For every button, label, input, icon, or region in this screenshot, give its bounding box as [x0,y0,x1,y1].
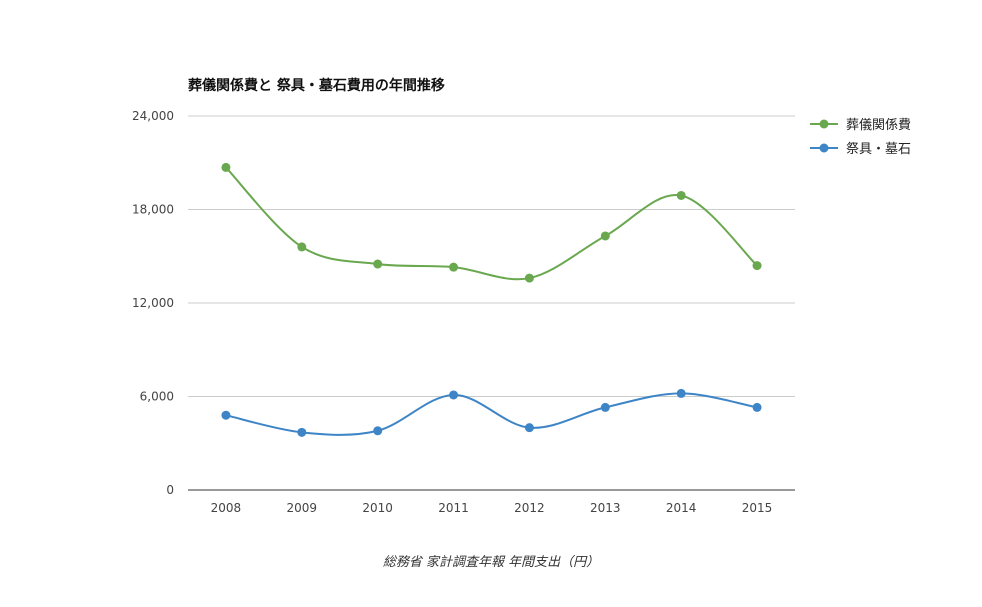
legend-label: 祭具・墓石 [846,142,911,157]
data-point [752,402,762,412]
data-point [297,242,307,252]
data-point [373,426,383,436]
y-tick-label: 18,000 [132,203,174,217]
gridlines [188,115,795,491]
series-group [221,162,762,437]
series-line-2 [225,392,758,436]
data-point [449,262,459,272]
data-point [600,231,610,241]
chart-footer: 総務省 家計調査年報 年間支出（円） [383,554,599,570]
data-point [524,423,534,433]
legend-marker [819,143,829,153]
y-axis: 0 6,000 12,000 18,000 24,000 [132,109,174,497]
legend-label: 葬儀関係費 [846,118,911,133]
y-tick-label: 0 [166,483,174,497]
x-axis: 2008 2009 2010 2011 2012 2013 2014 2015 [211,501,773,515]
x-tick-label: 2008 [211,501,242,515]
data-point [221,410,231,420]
y-tick-label: 24,000 [132,109,174,123]
x-tick-label: 2014 [666,501,697,515]
x-tick-label: 2015 [742,501,773,515]
data-point [297,427,307,437]
data-point [373,259,383,269]
x-tick-label: 2010 [362,501,393,515]
x-tick-label: 2009 [287,501,318,515]
data-point [676,190,686,200]
x-tick-label: 2013 [590,501,621,515]
x-tick-label: 2012 [514,501,545,515]
data-point [676,388,686,398]
data-point [221,162,231,172]
data-point [524,273,534,283]
legend-marker [819,119,829,129]
data-point [600,402,610,412]
y-tick-label: 6,000 [140,390,174,404]
y-tick-label: 12,000 [132,296,174,310]
x-tick-label: 2011 [438,501,469,515]
data-point [752,261,762,271]
data-point [449,390,459,400]
chart-title: 葬儀関係費と 祭具・墓石費用の年間推移 [188,77,445,94]
series-line-1 [225,166,758,281]
